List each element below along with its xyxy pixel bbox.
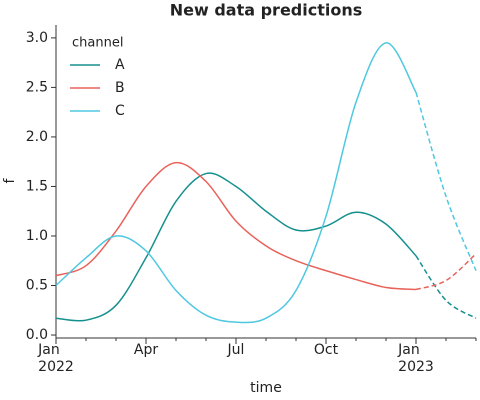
x-axis-label: time: [250, 380, 282, 396]
y-tick-label: 1.5: [26, 178, 48, 194]
series-line: [55, 161, 417, 291]
series-line: [55, 42, 417, 324]
legend-label: B: [115, 80, 125, 96]
x-tick-label: Jul: [227, 342, 245, 358]
prediction-line: [415, 92, 477, 271]
y-tick-label: 0.5: [26, 278, 48, 294]
y-tick-label: 2.5: [26, 79, 48, 95]
series-line: [55, 172, 417, 322]
y-tick-label: 3.0: [26, 30, 48, 46]
y-tick-label: 2.0: [26, 129, 48, 145]
y-axis-label: f: [2, 177, 18, 183]
legend-title: channel: [72, 36, 123, 51]
prediction-line: [415, 255, 477, 319]
y-tick-label: 1.0: [26, 228, 48, 244]
x-tick-label: Apr: [133, 342, 159, 358]
legend-label: A: [115, 57, 125, 73]
legend-label: C: [115, 103, 125, 119]
x-tick-label: Oct: [313, 342, 339, 358]
x-tick-label: Jan 2023: [398, 342, 434, 375]
chart-title: New data predictions: [170, 1, 363, 20]
x-tick-label: Jan 2022: [38, 342, 74, 375]
y-tick-label: 0.0: [26, 327, 48, 343]
